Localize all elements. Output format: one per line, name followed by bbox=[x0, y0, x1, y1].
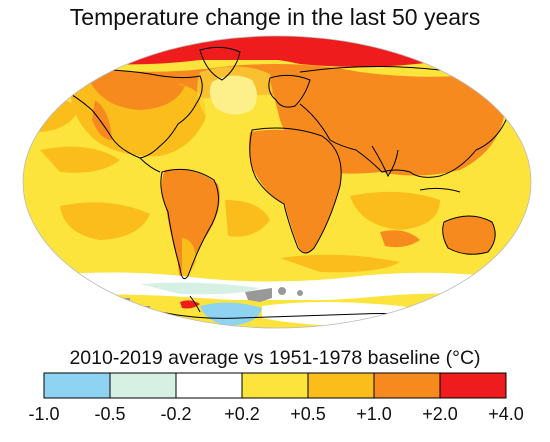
legend-tick-label: +0.2 bbox=[224, 404, 260, 424]
legend-tick-label: +4.0 bbox=[488, 404, 524, 424]
coastline-india bbox=[371, 145, 399, 178]
legend-tick-label: -0.5 bbox=[94, 404, 126, 424]
legend-tick-label: +0.5 bbox=[290, 404, 326, 424]
anomaly-region-nodata-dot bbox=[278, 287, 286, 295]
legend-tick-label: -1.0 bbox=[28, 404, 60, 424]
temperature-anomaly-map bbox=[22, 35, 532, 329]
map-title: Temperature change in the last 50 years bbox=[69, 4, 481, 30]
coastline-australia bbox=[442, 215, 496, 255]
legend-swatch bbox=[440, 373, 506, 398]
coastline-antarctic-peninsula bbox=[189, 295, 201, 313]
coastline-greenland bbox=[199, 46, 241, 81]
legend-swatch bbox=[176, 373, 242, 398]
anomaly-region-australia bbox=[443, 216, 496, 255]
anomaly-region-south-atlantic bbox=[225, 200, 270, 237]
anomaly-region-north-atlantic-mild bbox=[197, 66, 273, 124]
legend-tick-label: -0.2 bbox=[160, 404, 192, 424]
anomaly-region-southern-ocean-slight bbox=[140, 282, 260, 295]
map-outline bbox=[22, 35, 532, 329]
anomaly-region-southern-ocean-warm bbox=[280, 254, 400, 273]
legend-swatch bbox=[308, 373, 374, 398]
anomaly-region-antarctica-cold bbox=[200, 302, 262, 326]
anomaly-region-southern-ocean-cool bbox=[40, 272, 520, 301]
coastline-africa bbox=[249, 127, 342, 254]
legend-swatch bbox=[374, 373, 440, 398]
legend-swatch bbox=[242, 373, 308, 398]
legend-tick-label: +2.0 bbox=[422, 404, 458, 424]
coastline-central-america bbox=[139, 157, 161, 173]
anomaly-region-south-america bbox=[161, 169, 220, 279]
anomaly-region-antarctica-nodata-east bbox=[245, 288, 272, 302]
coastline-europe bbox=[268, 74, 311, 108]
legend-tick-label: +1.0 bbox=[356, 404, 392, 424]
anomaly-region-indian-hot bbox=[380, 230, 420, 248]
coastline-south-america bbox=[160, 168, 219, 280]
anomaly-region-africa bbox=[249, 129, 341, 254]
coastline-north-america bbox=[59, 69, 203, 159]
anomaly-region-indian-ocean bbox=[350, 191, 440, 230]
legend-swatch bbox=[44, 373, 110, 398]
anomaly-region-south-america-south bbox=[182, 238, 196, 280]
anomaly-region-nodata-dot bbox=[297, 290, 303, 296]
legend-swatch bbox=[110, 373, 176, 398]
anomaly-region-south-pacific bbox=[60, 202, 150, 240]
coastline-indonesia bbox=[419, 187, 461, 193]
legend-title: 2010-2019 average vs 1951-1978 baseline … bbox=[69, 347, 481, 369]
anomaly-region-pacific-east bbox=[40, 146, 120, 173]
legend-border bbox=[43, 372, 507, 399]
anomaly-region-canada bbox=[90, 77, 185, 110]
